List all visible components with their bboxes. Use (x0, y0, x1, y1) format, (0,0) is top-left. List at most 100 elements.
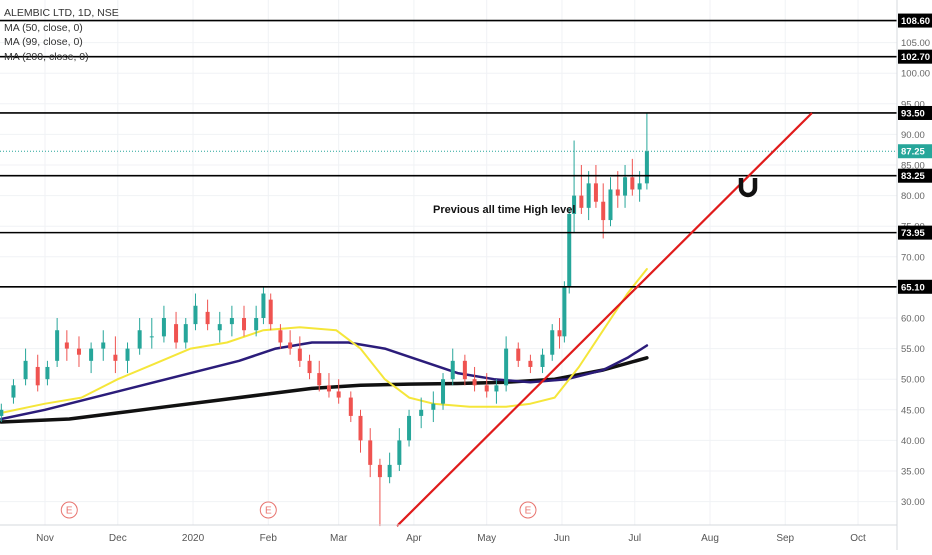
candle (217, 311, 222, 343)
candle (297, 336, 302, 367)
candle-body (101, 342, 106, 349)
earnings-marker-circle (60, 501, 78, 519)
candle-body (567, 213, 572, 288)
candle-body (35, 366, 40, 386)
candle (55, 318, 60, 367)
price-axis-tick: 40.00 (901, 436, 925, 447)
candle-body (76, 348, 81, 355)
candle-body (174, 324, 179, 343)
candle-body (161, 318, 166, 337)
candle (278, 324, 283, 349)
candle-body (254, 318, 259, 331)
candle (608, 177, 613, 227)
level-price-label-bg (898, 168, 932, 183)
level-price-label: 83.25 (901, 171, 925, 182)
candle-body (193, 305, 198, 325)
level-price-label-bg (898, 13, 932, 28)
time-axis-label: Jul (628, 533, 641, 544)
current-price-label: 87.25 (901, 147, 925, 158)
candle-body (358, 415, 363, 441)
candle-body (572, 195, 577, 214)
candle (540, 348, 545, 374)
price-axis-tick: 45.00 (901, 405, 925, 416)
candle (174, 311, 179, 349)
chart-annotation: Previous all time High level (433, 204, 576, 216)
candle-body (278, 330, 283, 343)
candle (161, 305, 166, 343)
candle-body (630, 177, 635, 190)
time-axis-label: Aug (701, 533, 719, 544)
candle (368, 428, 373, 478)
chart-legend: ALEMBIC LTD, 1D, NSE MA (50, close, 0) M… (4, 6, 119, 64)
price-axis-tick: 30.00 (901, 497, 925, 508)
legend-ma50: MA (50, close, 0) (4, 21, 83, 34)
candle (441, 373, 446, 410)
candle-body (462, 360, 467, 380)
price-axis-tick: 35.00 (901, 467, 925, 478)
candle-body (89, 348, 94, 361)
candle (254, 305, 259, 337)
candle (268, 293, 273, 331)
candle (23, 348, 28, 386)
earnings-marker-label: E (66, 506, 73, 517)
candle-body (450, 360, 455, 380)
candle (0, 403, 4, 423)
candle (193, 293, 198, 331)
candle (387, 452, 392, 484)
price-axis-tick: 105.00 (901, 38, 930, 49)
candle (572, 140, 577, 233)
magnet-icon (738, 178, 758, 198)
time-axis-label: 2020 (182, 533, 205, 544)
candle (307, 354, 312, 380)
candle-body (586, 183, 591, 208)
candle (326, 373, 331, 398)
candle-body (217, 324, 222, 331)
candle (644, 112, 649, 190)
moving-averages (0, 268, 649, 424)
ma99-line (0, 341, 649, 421)
time-axis-label: Jun (554, 533, 570, 544)
candle (317, 360, 322, 392)
price-axis-tick: 55.00 (901, 344, 925, 355)
candle (623, 165, 628, 208)
candle (472, 366, 477, 392)
level-price-label: 108.60 (901, 16, 930, 27)
candle-body (297, 348, 302, 361)
candle (64, 330, 69, 361)
candle-body (336, 391, 341, 398)
candle (630, 158, 635, 196)
candle-body (0, 409, 4, 416)
candle (101, 330, 106, 361)
candle-body (23, 360, 28, 380)
earnings-marker-label: E (525, 506, 532, 517)
candle-body (137, 330, 142, 349)
price-axis-tick: 85.00 (901, 161, 925, 172)
time-axis-label: Oct (850, 533, 866, 544)
candle (450, 348, 455, 386)
candle (183, 318, 188, 349)
candle-body (11, 385, 16, 398)
level-price-label: 102.70 (901, 52, 930, 63)
candle-body (528, 360, 533, 367)
candle-body (317, 373, 322, 386)
candle (562, 281, 567, 343)
candle (229, 305, 234, 337)
candle (137, 318, 142, 355)
price-axis-tick: 90.00 (901, 130, 925, 141)
candle-body (494, 385, 499, 392)
candle (113, 336, 118, 374)
price-axis: 30.0035.0040.0045.0050.0055.0060.0065.00… (896, 0, 932, 550)
candle (504, 336, 509, 392)
candle-body (516, 348, 521, 361)
candle (76, 336, 81, 367)
candle (431, 391, 436, 423)
level-price-label-bg (898, 279, 932, 294)
candle-body (484, 385, 489, 392)
candle-body (623, 177, 628, 196)
candle-body (229, 318, 234, 325)
candle-body (557, 330, 562, 337)
candle-body (113, 354, 118, 361)
